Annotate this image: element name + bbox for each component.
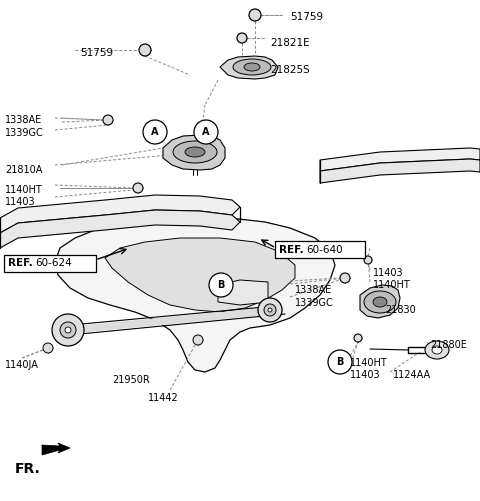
Circle shape (364, 256, 372, 264)
Text: 1339GC: 1339GC (5, 128, 44, 138)
Text: A: A (151, 127, 159, 137)
Text: 1338AE: 1338AE (295, 285, 332, 295)
Text: REF.: REF. (279, 244, 304, 255)
Circle shape (139, 44, 151, 56)
Ellipse shape (185, 147, 205, 157)
Circle shape (340, 273, 350, 283)
Text: B: B (217, 280, 225, 290)
Circle shape (328, 350, 352, 374)
Text: 51759: 51759 (80, 48, 113, 58)
Circle shape (193, 335, 203, 345)
Text: 21810A: 21810A (5, 165, 42, 175)
Text: 1140HT: 1140HT (5, 185, 43, 195)
Ellipse shape (432, 346, 442, 354)
Polygon shape (42, 443, 70, 455)
Circle shape (43, 343, 53, 353)
Polygon shape (360, 285, 400, 318)
Text: 11442: 11442 (148, 393, 179, 403)
Polygon shape (220, 56, 278, 79)
Text: 1339GC: 1339GC (295, 298, 334, 308)
Text: 1140JA: 1140JA (5, 360, 39, 370)
Text: 11403: 11403 (350, 370, 381, 380)
Circle shape (103, 115, 113, 125)
Text: 1140HT: 1140HT (350, 358, 388, 368)
Circle shape (209, 273, 233, 297)
FancyBboxPatch shape (4, 255, 96, 272)
Polygon shape (163, 135, 225, 170)
Circle shape (258, 298, 282, 322)
Circle shape (237, 33, 247, 43)
Polygon shape (105, 238, 295, 312)
Polygon shape (55, 218, 335, 372)
Text: 21880E: 21880E (430, 340, 467, 350)
Ellipse shape (425, 341, 449, 359)
Ellipse shape (373, 297, 387, 307)
Text: 21821E: 21821E (270, 38, 310, 48)
FancyBboxPatch shape (275, 241, 365, 258)
Circle shape (354, 334, 362, 342)
Circle shape (268, 308, 272, 312)
Circle shape (143, 120, 167, 144)
Circle shape (194, 120, 218, 144)
Polygon shape (0, 210, 240, 248)
Text: A: A (202, 127, 210, 137)
Circle shape (65, 327, 71, 333)
Text: FR.: FR. (15, 462, 41, 476)
Ellipse shape (233, 59, 271, 75)
Ellipse shape (244, 63, 260, 71)
Text: 1140HT: 1140HT (373, 280, 411, 290)
Text: 21825S: 21825S (270, 65, 310, 75)
Text: 21830: 21830 (385, 305, 416, 315)
Circle shape (52, 314, 84, 346)
Text: 1338AE: 1338AE (5, 115, 42, 125)
Circle shape (133, 183, 143, 193)
Text: 11403: 11403 (373, 268, 404, 278)
Ellipse shape (364, 291, 396, 313)
Text: REF.: REF. (8, 259, 33, 269)
Text: 1124AA: 1124AA (393, 370, 431, 380)
Text: B: B (336, 357, 344, 367)
Ellipse shape (173, 141, 217, 163)
Text: 51759: 51759 (290, 12, 323, 22)
Text: 11403: 11403 (5, 197, 36, 207)
Circle shape (60, 322, 76, 338)
Polygon shape (218, 280, 268, 305)
Text: 60-624: 60-624 (35, 259, 72, 269)
Text: 21950R: 21950R (112, 375, 150, 385)
Polygon shape (320, 148, 480, 171)
Text: 60-640: 60-640 (306, 244, 343, 255)
Circle shape (264, 304, 276, 316)
Polygon shape (0, 195, 240, 233)
Polygon shape (320, 159, 480, 183)
Circle shape (249, 9, 261, 21)
